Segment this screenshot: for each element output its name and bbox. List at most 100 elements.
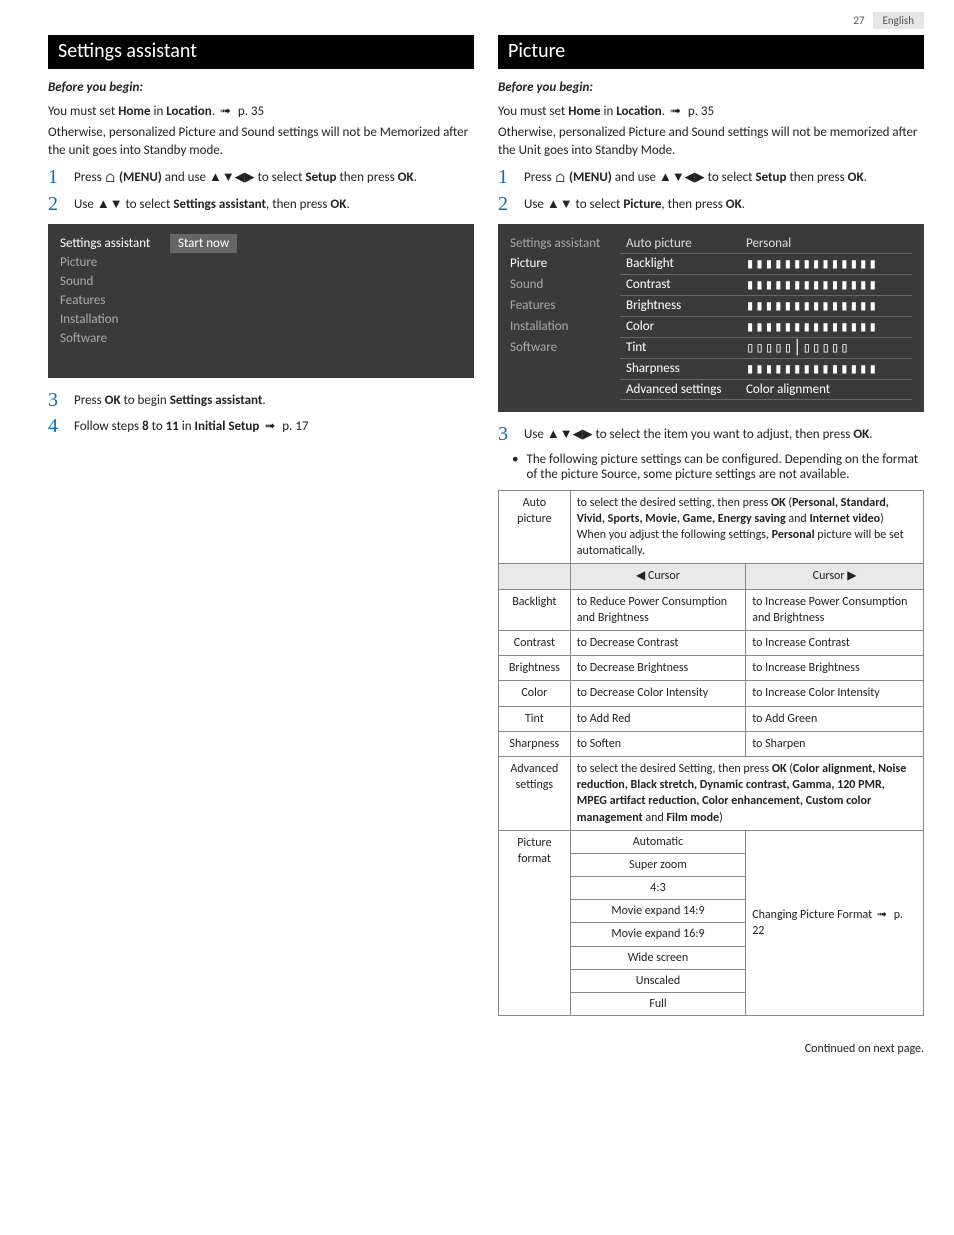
bullet-icon	[512, 452, 518, 482]
menu-sidebar-item: Sound	[60, 272, 170, 291]
table-row: Picture format AutomaticSuper zoom4:3Mov…	[499, 830, 924, 1016]
step-4: 4 Follow steps 8 to 11 in Initial Setup …	[48, 416, 474, 436]
arrow-icon	[668, 104, 685, 119]
menu-sidebar-item: Settings assistant	[60, 234, 170, 253]
menu-setting-value: ▮▮▮▮▮▮▮▮▮▮▮▮▮▮	[740, 317, 912, 338]
row-label: Color	[499, 681, 571, 706]
cursor-left-cell: to Decrease Color Intensity	[570, 681, 745, 706]
menu-setting-label: Color	[620, 317, 740, 338]
cursor-left-cell: to Soften	[570, 731, 745, 756]
picture-format-option: Unscaled	[571, 970, 745, 993]
row-label: Auto picture	[499, 490, 571, 564]
menu-setting-label: Advanced settings	[620, 380, 740, 400]
picture-format-ref: Changing Picture Format p. 22	[746, 830, 924, 1016]
cursor-left-cell: to Decrease Brightness	[570, 656, 745, 681]
picture-format-option: Super zoom	[571, 854, 745, 877]
row-label: Contrast	[499, 631, 571, 656]
column-settings-assistant: Settings assistant Before you begin: You…	[48, 35, 474, 1016]
menu-sidebar-item: Software	[60, 329, 170, 348]
table-row: Colorto Decrease Color Intensityto Incre…	[499, 681, 924, 706]
menu-setting-value: ▯▯▯▯▯│▯▯▯▯▯	[740, 338, 912, 359]
picture-format-option: Automatic	[571, 831, 745, 854]
otherwise-note: Otherwise, personalized Picture and Soun…	[498, 124, 924, 159]
picture-format-option: Movie expand 16:9	[571, 923, 745, 946]
table-row: Brightnessto Decrease Brightnessto Incre…	[499, 656, 924, 681]
picture-format-option: 4:3	[571, 877, 745, 900]
must-set-line: You must set Home in Location. p. 35	[48, 103, 474, 121]
otherwise-note: Otherwise, personalized Picture and Soun…	[48, 124, 474, 159]
before-you-begin: Before you begin:	[498, 79, 924, 97]
cursor-right-header: Cursor ▶	[746, 564, 924, 589]
step-1: 1 Press ⌂ (MENU) and use ▲▼◀▶ to select …	[48, 167, 474, 188]
must-set-line: You must set Home in Location. p. 35	[498, 103, 924, 121]
cursor-right-cell: to Increase Contrast	[746, 631, 924, 656]
menu-sidebar-item	[510, 380, 620, 400]
page-number: 27	[853, 14, 864, 27]
menu-setting-label: Tint	[620, 338, 740, 359]
step-3: 3 Use ▲▼◀▶ to select the item you want t…	[498, 424, 924, 444]
table-row: Sharpnessto Softento Sharpen	[499, 731, 924, 756]
picture-format-option: Wide screen	[571, 947, 745, 970]
arrow-icon	[218, 104, 235, 119]
menu-start-now: Start now	[170, 234, 237, 253]
row-label: Backlight	[499, 589, 571, 630]
menu-setting-value: ▮▮▮▮▮▮▮▮▮▮▮▮▮▮	[740, 254, 912, 275]
menu-sidebar-header: Settings assistant	[510, 234, 620, 254]
row-label: Picture format	[499, 830, 571, 1016]
page-lang: English	[873, 12, 924, 29]
cursor-left-cell: to Add Red	[570, 706, 745, 731]
updown-icon: ▲▼	[547, 197, 573, 212]
menu-sidebar-item: Sound	[510, 275, 620, 296]
cursor-right-cell: to Increase Brightness	[746, 656, 924, 681]
menu-setting-value: ▮▮▮▮▮▮▮▮▮▮▮▮▮▮	[740, 296, 912, 317]
column-picture: Picture Before you begin: You must set H…	[498, 35, 924, 1016]
menu-setting-label: Brightness	[620, 296, 740, 317]
step-2: 2 Use ▲▼ to select Picture, then press O…	[498, 194, 924, 214]
row-label: Advanced settings	[499, 756, 571, 830]
picture-settings-table: Auto picture to select the desired setti…	[498, 490, 924, 1017]
arrow-icon	[262, 419, 279, 434]
menu-setting-value: ▮▮▮▮▮▮▮▮▮▮▮▮▮▮	[740, 275, 912, 296]
table-row: Contrastto Decrease Contrastto Increase …	[499, 631, 924, 656]
cursor-left-cell: to Decrease Contrast	[570, 631, 745, 656]
picture-format-options: AutomaticSuper zoom4:3Movie expand 14:9M…	[570, 830, 745, 1016]
menu-setting-value: Color alignment	[740, 380, 912, 400]
section-title: Picture	[498, 35, 924, 69]
cursor-right-cell: to Sharpen	[746, 731, 924, 756]
row-description: to select the desired setting, then pres…	[570, 490, 923, 564]
cursor-right-cell: to Increase Color Intensity	[746, 681, 924, 706]
picture-format-option: Full	[571, 993, 745, 1015]
row-description: to select the desired Setting, then pres…	[570, 756, 923, 830]
page-header: 27 English	[48, 12, 924, 29]
menu-sidebar-item: Installation	[60, 310, 170, 329]
step-1: 1 Press ⌂ (MENU) and use ▲▼◀▶ to select …	[498, 167, 924, 188]
row-label: Tint	[499, 706, 571, 731]
menu-sidebar-item: Picture	[60, 253, 170, 272]
menu-sidebar-item: Picture	[510, 254, 620, 275]
cursor-right-cell: to Add Green	[746, 706, 924, 731]
menu-sidebar-item: Software	[510, 338, 620, 359]
section-title: Settings assistant	[48, 35, 474, 69]
menu-screenshot-left: Settings assistant Start now Picture Sou…	[48, 224, 474, 378]
table-row: Backlightto Reduce Power Consumption and…	[499, 589, 924, 630]
menu-col3-header: Personal	[740, 234, 912, 254]
home-icon: ⌂	[555, 170, 566, 188]
menu-sidebar-item: Features	[510, 296, 620, 317]
home-icon: ⌂	[105, 170, 116, 188]
step-3: 3 Press OK to begin Settings assistant.	[48, 390, 474, 410]
nav-arrows-icon: ▲▼◀▶	[659, 170, 705, 185]
table-row: Auto picture to select the desired setti…	[499, 490, 924, 564]
updown-icon: ▲▼	[97, 197, 123, 212]
nav-arrows-icon: ▲▼◀▶	[547, 427, 593, 442]
before-you-begin: Before you begin:	[48, 79, 474, 97]
menu-sidebar-item: Features	[60, 291, 170, 310]
menu-setting-value: ▮▮▮▮▮▮▮▮▮▮▮▮▮▮	[740, 359, 912, 380]
row-label: Brightness	[499, 656, 571, 681]
cursor-left-cell: to Reduce Power Consumption and Brightne…	[570, 589, 745, 630]
picture-format-option: Movie expand 14:9	[571, 900, 745, 923]
menu-col2-header: Auto picture	[620, 234, 740, 254]
cursor-left-header: ◀ Cursor	[570, 564, 745, 589]
step-2: 2 Use ▲▼ to select Settings assistant, t…	[48, 194, 474, 214]
menu-setting-label: Backlight	[620, 254, 740, 275]
cursor-right-cell: to Increase Power Consumption and Bright…	[746, 589, 924, 630]
